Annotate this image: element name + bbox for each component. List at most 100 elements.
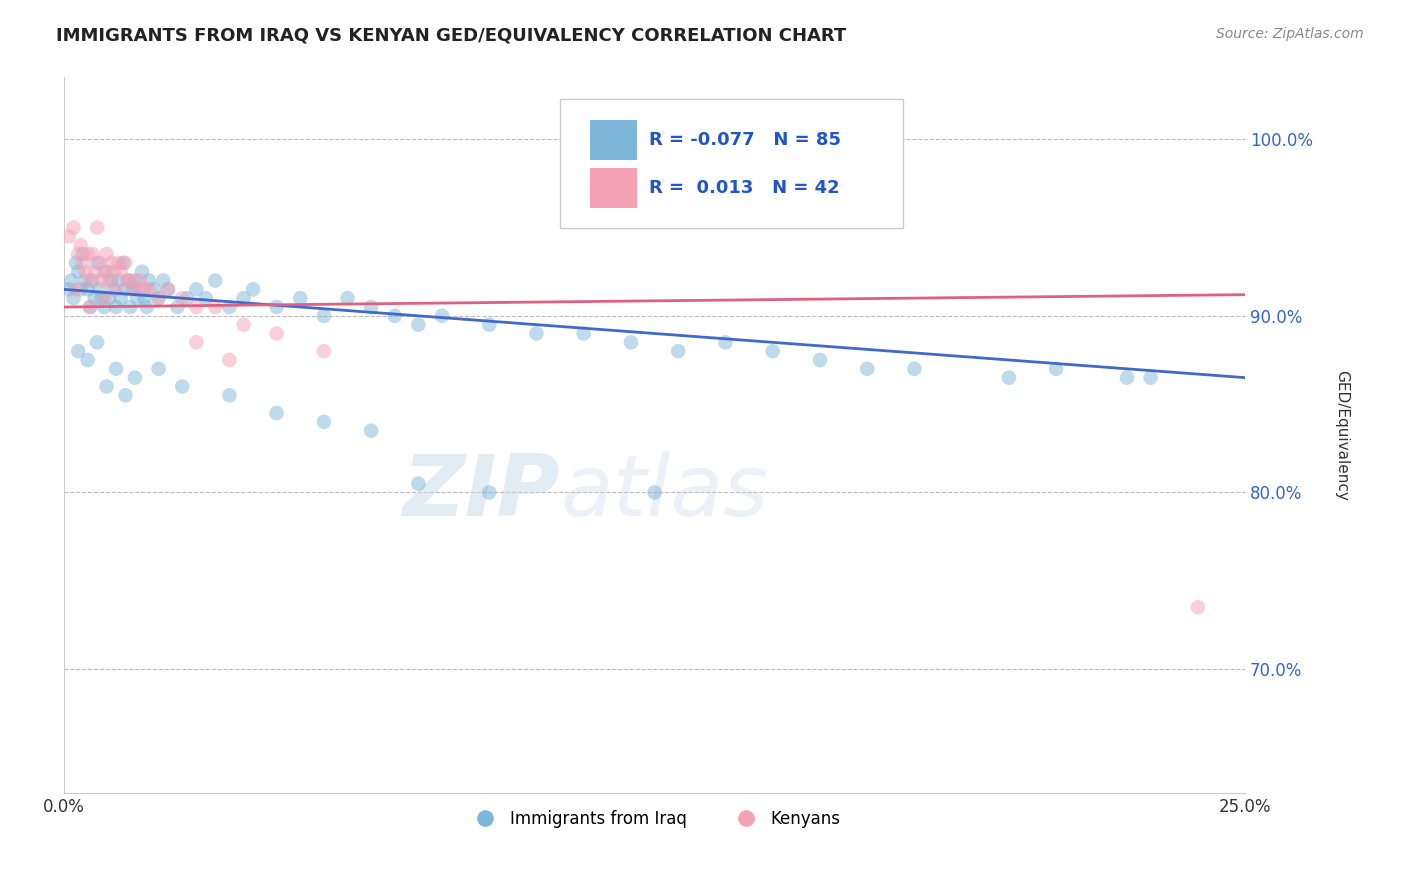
Point: [148, 291, 170, 305]
Point: [312, 344, 335, 359]
FancyBboxPatch shape: [560, 99, 903, 227]
Point: [79, 300, 101, 314]
Point: [65, 282, 87, 296]
Point: [186, 335, 208, 350]
Point: [172, 379, 194, 393]
Point: [148, 291, 170, 305]
Point: [100, 273, 122, 287]
Point: [218, 388, 240, 402]
Text: Source: ZipAtlas.com: Source: ZipAtlas.com: [1216, 27, 1364, 41]
Point: [312, 415, 335, 429]
Point: [138, 273, 160, 287]
Point: [103, 282, 125, 296]
Point: [93, 300, 115, 314]
Point: [100, 256, 122, 270]
Point: [120, 300, 142, 314]
Point: [117, 273, 139, 287]
Y-axis label: GED/Equivalency: GED/Equivalency: [1334, 369, 1348, 500]
Point: [128, 282, 150, 296]
Point: [103, 265, 125, 279]
Point: [60, 273, 83, 287]
FancyBboxPatch shape: [589, 120, 637, 160]
Point: [666, 344, 689, 359]
Point: [232, 318, 254, 332]
Point: [76, 282, 98, 296]
Point: [121, 282, 143, 296]
Point: [156, 282, 179, 296]
Point: [204, 300, 226, 314]
Point: [58, 282, 80, 296]
Point: [152, 273, 174, 287]
Point: [86, 256, 108, 270]
Point: [96, 265, 118, 279]
Point: [110, 265, 132, 279]
Point: [128, 273, 150, 287]
Point: [903, 361, 925, 376]
Point: [360, 300, 382, 314]
Point: [67, 247, 90, 261]
Point: [478, 318, 501, 332]
Text: R = -0.077   N = 85: R = -0.077 N = 85: [648, 130, 841, 149]
Point: [186, 300, 208, 314]
Point: [76, 247, 98, 261]
Point: [127, 291, 149, 305]
Point: [135, 300, 157, 314]
Point: [89, 282, 111, 296]
Point: [266, 300, 288, 314]
Point: [172, 291, 194, 305]
Point: [290, 291, 312, 305]
Point: [58, 229, 80, 244]
Point: [93, 291, 115, 305]
Point: [86, 335, 108, 350]
Point: [134, 282, 156, 296]
Point: [242, 282, 264, 296]
Point: [82, 273, 104, 287]
Point: [72, 247, 94, 261]
Point: [142, 282, 165, 296]
Point: [75, 265, 97, 279]
Point: [69, 282, 91, 296]
Point: [808, 353, 831, 368]
Point: [120, 273, 142, 287]
Point: [69, 238, 91, 252]
Point: [83, 291, 105, 305]
Point: [97, 291, 120, 305]
FancyBboxPatch shape: [589, 169, 637, 208]
Point: [176, 291, 198, 305]
Point: [65, 256, 87, 270]
Point: [90, 291, 112, 305]
Point: [112, 256, 135, 270]
Point: [83, 265, 105, 279]
Point: [266, 406, 288, 420]
Point: [478, 485, 501, 500]
Point: [124, 273, 146, 287]
Point: [138, 282, 160, 296]
Point: [93, 265, 115, 279]
Legend: Immigrants from Iraq, Kenyans: Immigrants from Iraq, Kenyans: [463, 803, 848, 834]
Point: [266, 326, 288, 341]
Point: [89, 256, 111, 270]
Text: IMMIGRANTS FROM IRAQ VS KENYAN GED/EQUIVALENCY CORRELATION CHART: IMMIGRANTS FROM IRAQ VS KENYAN GED/EQUIV…: [56, 27, 846, 45]
Point: [408, 318, 430, 332]
Point: [117, 273, 139, 287]
Point: [110, 291, 132, 305]
Point: [86, 220, 108, 235]
Text: atlas: atlas: [560, 450, 768, 533]
Point: [124, 282, 146, 296]
Point: [218, 300, 240, 314]
Point: [131, 265, 153, 279]
Point: [384, 309, 406, 323]
Point: [114, 388, 136, 402]
Point: [90, 273, 112, 287]
Point: [186, 282, 208, 296]
Point: [1116, 370, 1139, 384]
Text: R =  0.013   N = 42: R = 0.013 N = 42: [648, 179, 839, 197]
Point: [232, 291, 254, 305]
Point: [96, 379, 118, 393]
Point: [336, 291, 359, 305]
Point: [194, 291, 217, 305]
Point: [166, 300, 188, 314]
Point: [430, 309, 453, 323]
Point: [1045, 361, 1067, 376]
Point: [75, 273, 97, 287]
